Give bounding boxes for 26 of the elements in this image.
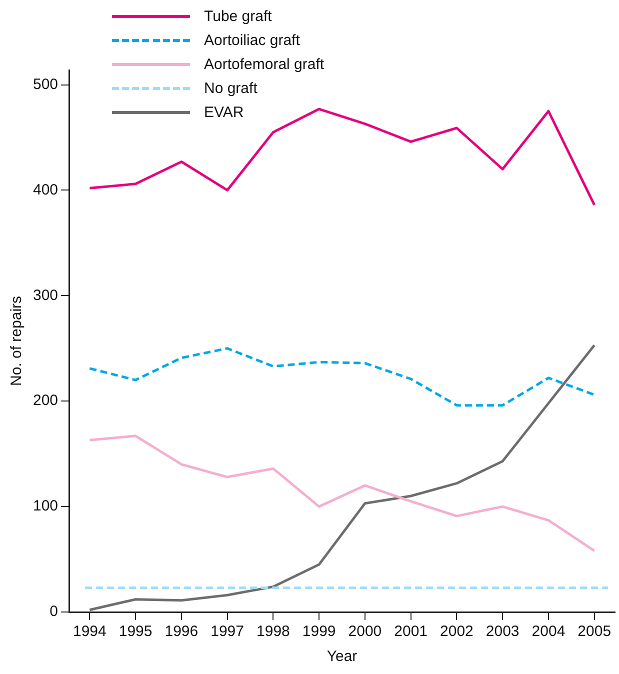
legend-label: No graft: [204, 80, 258, 96]
x-tick-label: 1998: [256, 623, 290, 640]
y-tick-label: 400: [32, 181, 58, 198]
x-tick-label: 1997: [210, 623, 244, 640]
x-axis-title: Year: [326, 648, 358, 666]
x-tick-label: 2002: [440, 623, 474, 640]
x-tick-label: 2004: [532, 623, 566, 640]
x-tick-label: 2003: [486, 623, 520, 640]
x-tick-label: 1996: [164, 623, 198, 640]
line-series: [88, 347, 596, 407]
x-tick-label: 1999: [302, 623, 336, 640]
y-tick-label: 300: [32, 286, 58, 304]
y-axis-title: No. of repairs: [8, 296, 26, 386]
x-tick-label: 1995: [118, 623, 152, 640]
x-tick-label: 1994: [72, 623, 106, 640]
legend-label: Aortofemoral graft: [204, 56, 324, 72]
y-tick-label: 0: [50, 603, 58, 620]
legend-label: Aortoiliac graft: [204, 32, 300, 48]
legend-label: EVAR: [204, 104, 244, 120]
x-tick-label: 2005: [578, 623, 612, 640]
y-tick-label: 100: [32, 498, 58, 515]
x-tick-label: 2001: [394, 623, 428, 640]
y-tick-label: 200: [32, 392, 58, 410]
x-tick-label: 2000: [348, 623, 382, 640]
legend-label: Tube graft: [204, 8, 272, 24]
y-tick-label: 500: [32, 76, 58, 93]
